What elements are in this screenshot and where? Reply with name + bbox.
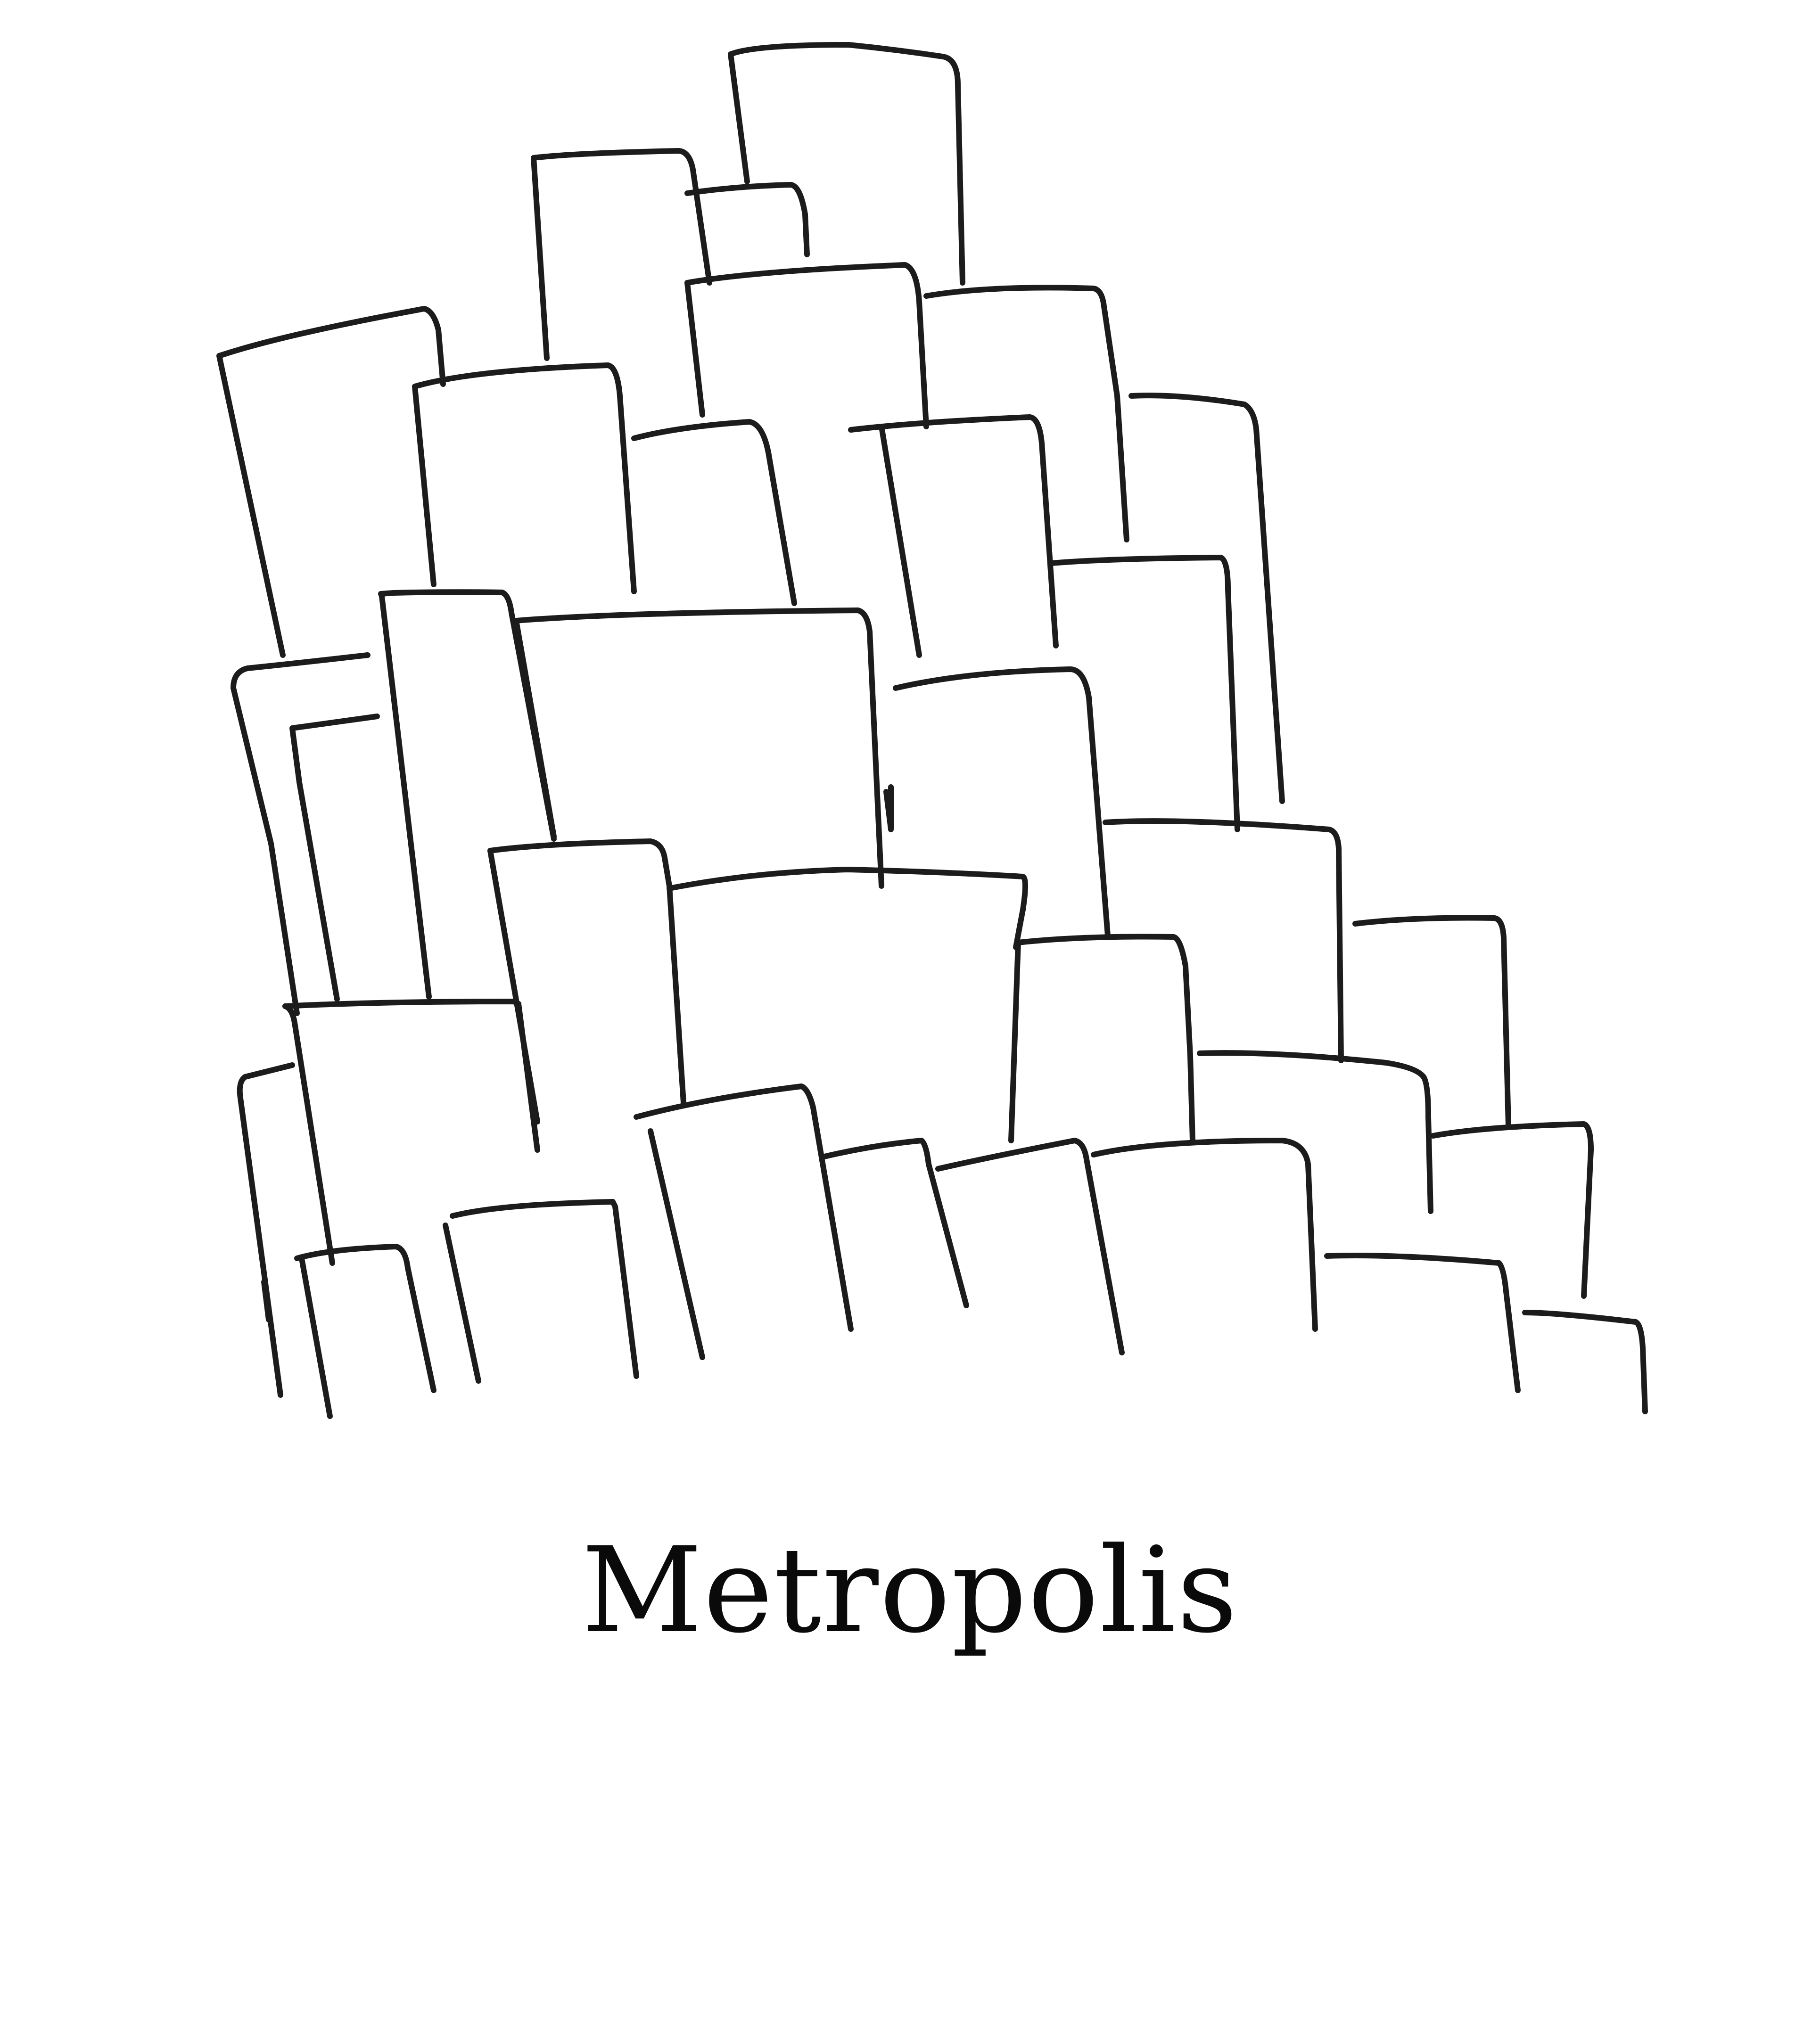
building-far-left-bottom [240, 1065, 292, 1395]
building-right-lower-2 [1018, 937, 1193, 1141]
building-middle [634, 422, 794, 603]
building-center-lower [669, 870, 1025, 947]
building-far-left-tall [219, 309, 443, 655]
building-far-left-lower [233, 655, 368, 1013]
building-upper-left-tower [534, 151, 709, 358]
title-caption: Metropolis [0, 1532, 1820, 1650]
building-bottom-5 [938, 1141, 1122, 1353]
building-bottom-8 [1525, 1313, 1645, 1412]
building-bottom-2-edge [445, 1225, 478, 1381]
city-skyline-drawing [0, 0, 1820, 1461]
building-right-middle [851, 417, 1056, 646]
building-right-tall [926, 287, 1127, 540]
building-center-slab-edge [516, 621, 554, 837]
building-chimney [886, 787, 891, 829]
building-left-middle [415, 365, 634, 591]
building-right-step-2 [1200, 1053, 1431, 1211]
building-right-ledge [1051, 558, 1237, 829]
building-left-base [285, 1001, 519, 1006]
building-top-tower [731, 45, 963, 283]
building-bottom-7 [1327, 1256, 1518, 1390]
building-center-tower-edge [687, 283, 702, 415]
building-bottom-2 [453, 1202, 636, 1376]
building-bottom-1 [297, 1247, 434, 1390]
building-far-right-tall [1131, 395, 1282, 801]
building-right-middle-edge [881, 427, 919, 655]
building-bottom-3-edge [651, 1131, 702, 1357]
building-center-left-lower [490, 841, 684, 1103]
building-far-right-step-1 [1355, 918, 1508, 1127]
building-right-step-3 [1433, 1124, 1591, 1296]
building-left-base-inner [519, 1004, 537, 1150]
building-left-base-edge [285, 1006, 332, 1263]
building-center-tower [687, 265, 926, 427]
building-left-slab-edge [382, 596, 429, 997]
building-far-left-inner [292, 716, 377, 999]
building-right-lower [1105, 821, 1341, 1060]
building-right-lower-2-edge [1011, 943, 1018, 1141]
building-bottom-1-edge [302, 1258, 330, 1416]
building-right-center [896, 669, 1108, 936]
building-bottom-6 [1094, 1141, 1315, 1329]
